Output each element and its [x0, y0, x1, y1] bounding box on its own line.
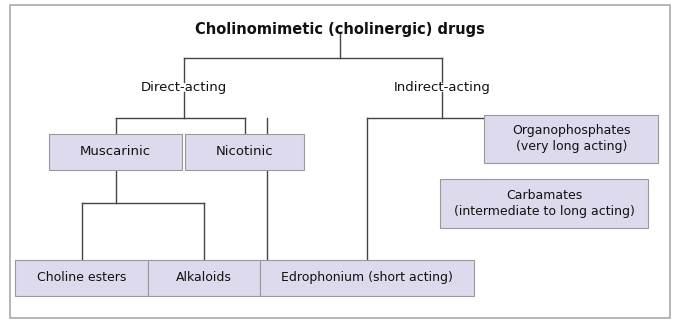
Text: Alkaloids: Alkaloids — [176, 271, 232, 284]
FancyBboxPatch shape — [148, 260, 260, 296]
FancyBboxPatch shape — [15, 260, 148, 296]
Text: Choline esters: Choline esters — [37, 271, 126, 284]
FancyBboxPatch shape — [10, 5, 670, 318]
FancyBboxPatch shape — [50, 134, 182, 170]
Text: Edrophonium (short acting): Edrophonium (short acting) — [282, 271, 453, 284]
Text: Muscarinic: Muscarinic — [80, 145, 151, 158]
FancyBboxPatch shape — [441, 179, 647, 228]
Text: Nicotinic: Nicotinic — [216, 145, 273, 158]
FancyBboxPatch shape — [484, 115, 658, 163]
Text: Cholinomimetic (cholinergic) drugs: Cholinomimetic (cholinergic) drugs — [195, 22, 485, 36]
Text: Indirect-acting: Indirect-acting — [394, 81, 490, 94]
Text: Carbamates
(intermediate to long acting): Carbamates (intermediate to long acting) — [454, 189, 634, 218]
Text: Direct-acting: Direct-acting — [141, 81, 226, 94]
FancyBboxPatch shape — [260, 260, 475, 296]
FancyBboxPatch shape — [185, 134, 304, 170]
Text: Organophosphates
(very long acting): Organophosphates (very long acting) — [512, 124, 630, 153]
